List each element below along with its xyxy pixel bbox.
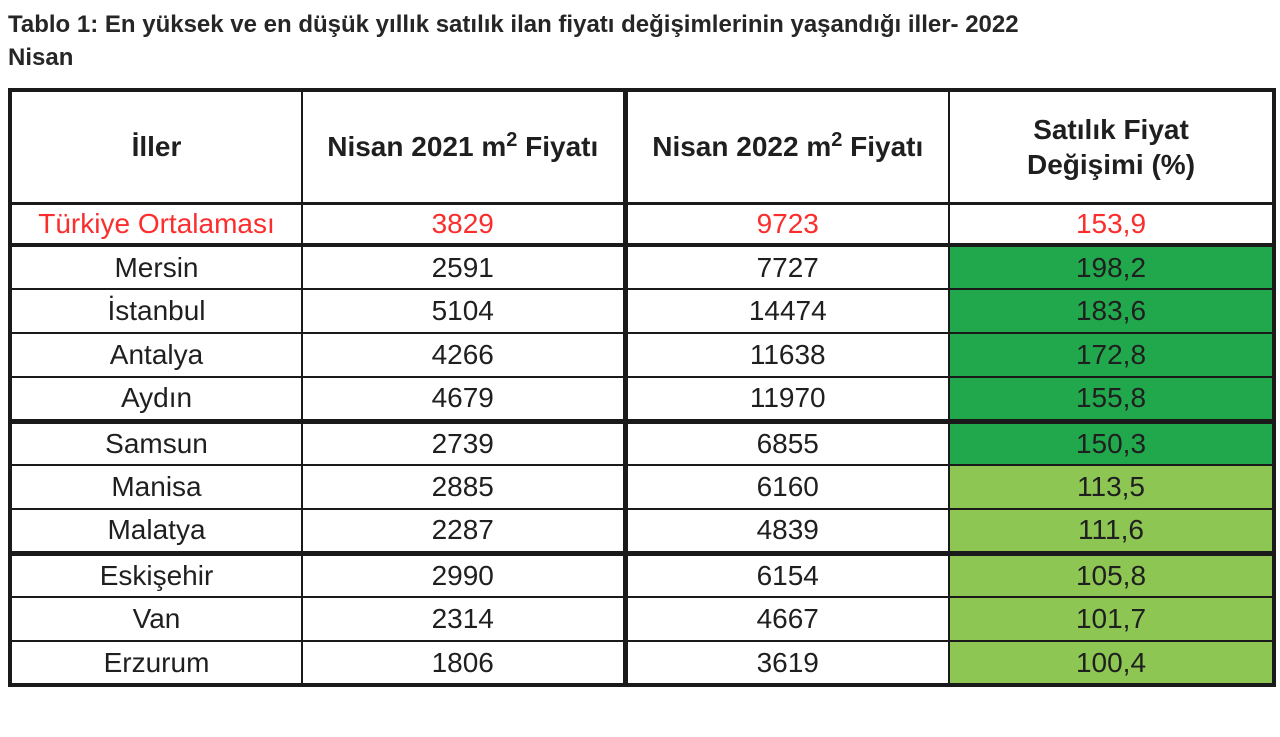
table-row: İstanbul 5104 14474 183,6 xyxy=(9,288,1275,334)
price-2022-cell: 6154 xyxy=(624,552,950,598)
price-2021-cell: 2287 xyxy=(301,508,628,556)
city-name-cell: Erzurum xyxy=(9,640,303,686)
city-name-cell: Aydın xyxy=(9,376,303,424)
price-2022-cell: 3619 xyxy=(624,640,950,686)
table-row: Aydın 4679 11970 155,8 xyxy=(9,376,1275,424)
price-2021-cell: 2990 xyxy=(301,552,628,598)
change-cell: 172,8 xyxy=(948,332,1275,378)
city-name-cell: Samsun xyxy=(9,420,303,466)
change-cell: 183,6 xyxy=(948,288,1275,334)
city-name-cell: Van xyxy=(9,596,303,642)
table-row: Mersin 2591 7727 198,2 xyxy=(9,244,1275,290)
price-2021-cell: 4266 xyxy=(301,332,628,378)
header-2021-price: Nisan 2021 m2 Fiyatı xyxy=(301,89,628,205)
page-title: Tablo 1: En yüksek ve en düşük yıllık sa… xyxy=(8,8,1238,74)
city-name-cell: Mersin xyxy=(9,244,303,290)
price-2021-cell: 4679 xyxy=(301,376,628,424)
price-2021-cell: 3829 xyxy=(301,202,628,247)
price-2022-cell: 6160 xyxy=(624,464,950,510)
price-change-table: İller Nisan 2021 m2 Fiyatı Nisan 2022 m2… xyxy=(8,88,1276,687)
price-2022-cell: 11970 xyxy=(624,376,950,424)
city-name-cell: Malatya xyxy=(9,508,303,556)
price-2022-cell: 7727 xyxy=(624,244,950,290)
price-2022-cell: 6855 xyxy=(624,420,950,466)
header-row: İller Nisan 2021 m2 Fiyatı Nisan 2022 m2… xyxy=(9,89,1275,205)
average-row: Türkiye Ortalaması 3829 9723 153,9 xyxy=(9,202,1275,247)
price-2022-cell: 11638 xyxy=(624,332,950,378)
header-2022-price: Nisan 2022 m2 Fiyatı xyxy=(624,89,950,205)
city-name-cell: Antalya xyxy=(9,332,303,378)
table-row: Eskişehir 2990 6154 105,8 xyxy=(9,552,1275,598)
city-name-cell: Manisa xyxy=(9,464,303,510)
change-cell: 100,4 xyxy=(948,640,1275,686)
header-change-percent: Satılık Fiyat Değişimi (%) xyxy=(948,89,1275,205)
table-row: Van 2314 4667 101,7 xyxy=(9,596,1275,642)
change-cell: 153,9 xyxy=(948,202,1275,247)
change-cell: 150,3 xyxy=(948,420,1275,466)
city-name-cell: Eskişehir xyxy=(9,552,303,598)
price-2021-cell: 1806 xyxy=(301,640,628,686)
change-cell: 198,2 xyxy=(948,244,1275,290)
table-row: Malatya 2287 4839 111,6 xyxy=(9,508,1275,556)
change-cell: 113,5 xyxy=(948,464,1275,510)
table-row: Samsun 2739 6855 150,3 xyxy=(9,420,1275,466)
change-cell: 155,8 xyxy=(948,376,1275,424)
table-row: Erzurum 1806 3619 100,4 xyxy=(9,640,1275,686)
price-2021-cell: 2591 xyxy=(301,244,628,290)
table-row: Antalya 4266 11638 172,8 xyxy=(9,332,1275,378)
price-2022-cell: 4667 xyxy=(624,596,950,642)
page-title-line2: Nisan xyxy=(8,44,74,71)
superscript-2: 2 xyxy=(506,129,518,152)
header-iller: İller xyxy=(9,89,303,205)
page-title-line1: Tablo 1: En yüksek ve en düşük yıllık sa… xyxy=(8,11,1019,38)
change-cell: 111,6 xyxy=(948,508,1275,556)
price-2021-cell: 2885 xyxy=(301,464,628,510)
city-name-cell: İstanbul xyxy=(9,288,303,334)
city-name-cell: Türkiye Ortalaması xyxy=(9,202,303,247)
price-2021-cell: 5104 xyxy=(301,288,628,334)
change-cell: 105,8 xyxy=(948,552,1275,598)
price-2021-cell: 2314 xyxy=(301,596,628,642)
table-row: Manisa 2885 6160 113,5 xyxy=(9,464,1275,510)
price-2021-cell: 2739 xyxy=(301,420,628,466)
price-2022-cell: 9723 xyxy=(624,202,950,247)
price-2022-cell: 4839 xyxy=(624,508,950,556)
price-2022-cell: 14474 xyxy=(624,288,950,334)
change-cell: 101,7 xyxy=(948,596,1275,642)
superscript-2: 2 xyxy=(831,129,843,152)
